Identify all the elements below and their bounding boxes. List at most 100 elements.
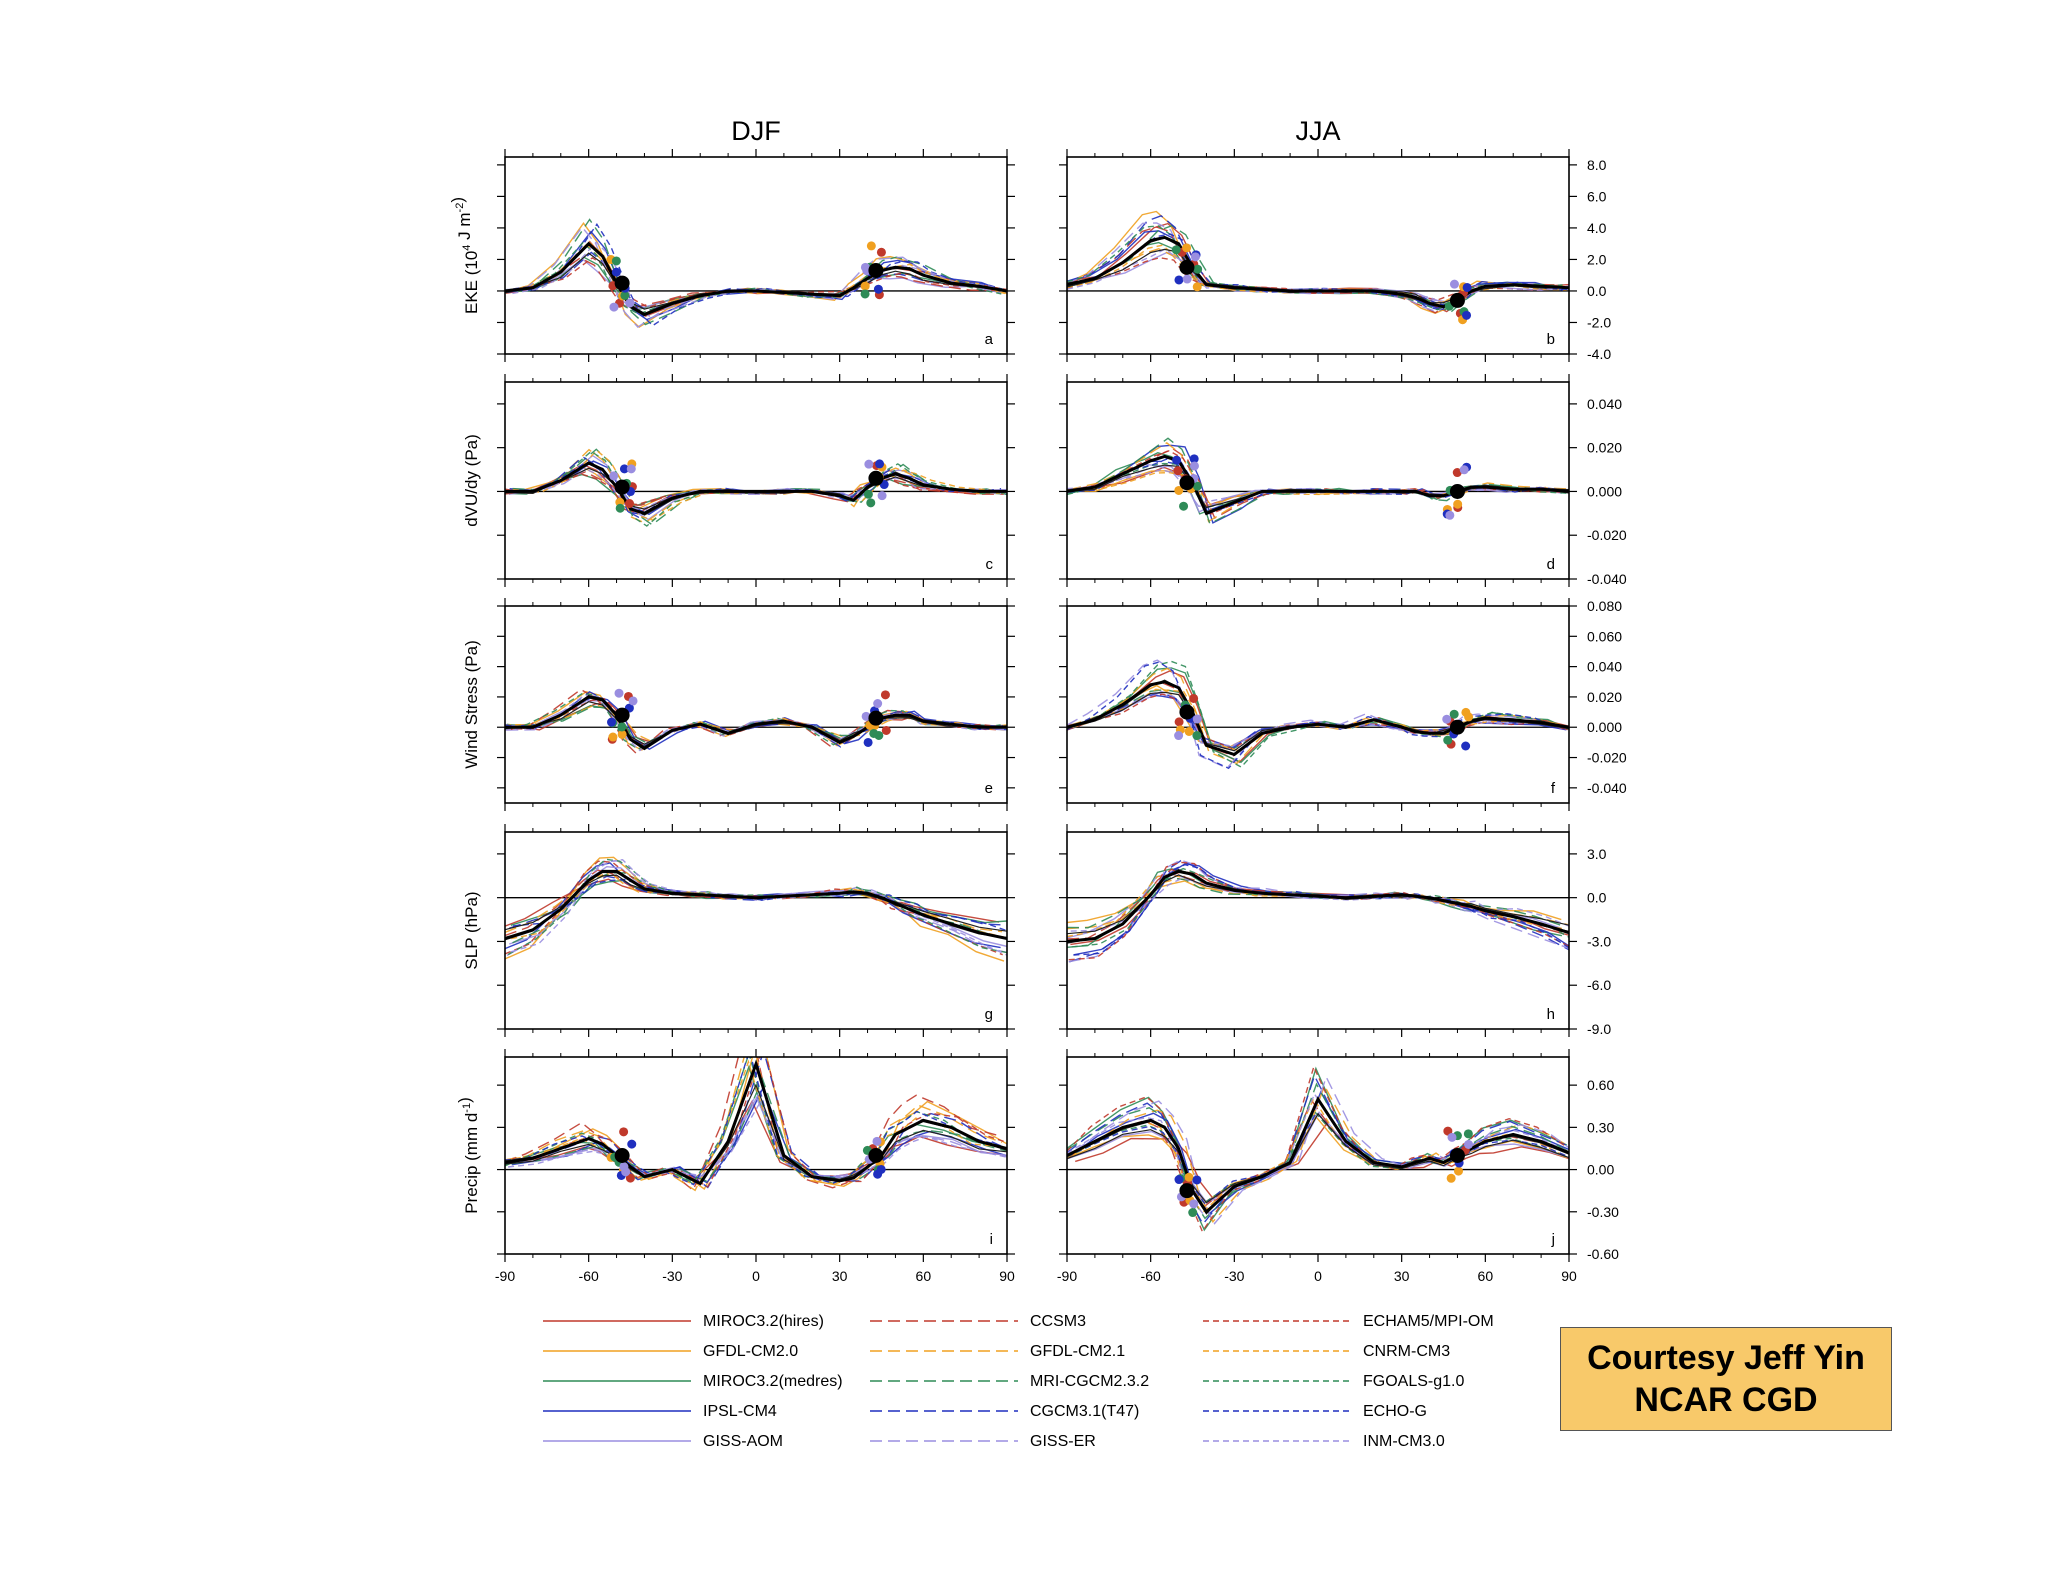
jet-dot — [1172, 455, 1182, 465]
y-tick-label: -0.30 — [1587, 1204, 1619, 1220]
ensemble-mean-line — [505, 1059, 1007, 1186]
y-tick-label: -2.0 — [1587, 314, 1611, 330]
jet-dot-mean — [1449, 483, 1465, 499]
jet-dot — [627, 1139, 637, 1149]
x-tick-label: 60 — [916, 1268, 932, 1284]
legend-label: MIROC3.2(medres) — [703, 1373, 843, 1390]
panel-g: g — [497, 824, 1015, 1037]
jet-dot-mean — [1179, 1183, 1195, 1199]
jet-dot — [1463, 1129, 1473, 1139]
jet-dot — [1174, 275, 1184, 285]
model-line-miroc3-2-medres- — [1067, 241, 1564, 307]
y-label-sup: -1 — [461, 1103, 473, 1113]
jet-dot — [615, 503, 625, 513]
jet-dot — [1192, 714, 1202, 724]
jet-dot — [1184, 1172, 1194, 1182]
model-line-gfdl-cm2-0 — [1067, 880, 1562, 924]
legend-label: IPSL-CM4 — [703, 1403, 777, 1420]
y-tick-label: 3.0 — [1587, 846, 1607, 862]
y-tick-label: 0.60 — [1587, 1077, 1614, 1093]
model-line-echam5-mpi-om — [1067, 1064, 1566, 1233]
panel-letter: c — [986, 556, 994, 573]
reference-line — [1067, 1112, 1569, 1204]
panel-letter: a — [985, 331, 994, 348]
panel-frame — [504, 831, 1008, 1030]
jet-dot — [866, 241, 876, 251]
model-line-ccsm3 — [1067, 226, 1561, 314]
model-line-cnrm-cm3 — [1071, 471, 1569, 506]
jet-dot — [1182, 243, 1192, 253]
jet-dot — [861, 711, 871, 721]
jet-dot — [1174, 485, 1184, 495]
model-line-miroc3-2-hires- — [1070, 222, 1569, 313]
model-line-giss-er — [505, 1093, 1007, 1178]
model-line-ipsl-cm4 — [505, 862, 1001, 950]
x-tick-label: 90 — [999, 1268, 1015, 1284]
jet-dot-mean — [1179, 704, 1195, 720]
x-tick-label: 0 — [752, 1268, 760, 1284]
jet-dot — [1192, 731, 1202, 741]
panel-i: i — [497, 1049, 1015, 1262]
model-line-inm-cm3-0 — [1067, 1092, 1566, 1215]
jet-dot — [1190, 252, 1200, 262]
y-tick-label: -0.020 — [1587, 527, 1627, 543]
jet-dot-mean — [868, 262, 884, 278]
panel-frame — [1066, 831, 1570, 1030]
model-line-cgcm3-1-t47- — [1067, 1073, 1566, 1226]
jet-dot — [1171, 245, 1181, 255]
model-lines — [1067, 859, 1569, 963]
jet-dot — [860, 289, 870, 299]
model-line-echam5-mpi-om — [512, 1057, 1007, 1188]
model-line-gfdl-cm2-1 — [505, 1057, 1003, 1192]
y-label-part: ) — [455, 1097, 474, 1103]
model-lines — [505, 856, 1007, 962]
model-line-fgoals-g1-0 — [505, 241, 1002, 315]
legend-label: CCSM3 — [1030, 1313, 1086, 1330]
y-tick-label: 0.020 — [1587, 440, 1622, 456]
model-line-miroc3-2-medres- — [505, 1064, 1001, 1185]
legend-label: ECHO-G — [1363, 1403, 1427, 1420]
model-lines — [1067, 437, 1569, 525]
model-line-mri-cgcm2-3-2 — [1073, 224, 1569, 314]
jet-dot — [1462, 282, 1472, 292]
y-tick-label: 6.0 — [1587, 188, 1607, 204]
model-line-giss-er — [1068, 859, 1569, 963]
ensemble-mean-line — [1067, 454, 1569, 516]
model-line-cgcm3-1-t47- — [1067, 460, 1568, 513]
jet-dot — [619, 1162, 629, 1172]
y-label-part: J m — [455, 212, 474, 244]
legend-label: FGOALS-g1.0 — [1363, 1373, 1464, 1390]
jet-dot — [1173, 466, 1183, 476]
y-tick-label: 0.00 — [1587, 1162, 1614, 1178]
jet-dot — [614, 688, 624, 698]
model-line-gfdl-cm2-0 — [1067, 1115, 1568, 1204]
jet-dot — [866, 498, 876, 508]
model-line-gfdl-cm2-1 — [1069, 442, 1569, 523]
y-tick-label: 0.000 — [1587, 719, 1622, 735]
model-line-giss-er — [505, 225, 1001, 329]
jet-dot — [619, 1127, 629, 1137]
jet-dot — [628, 696, 638, 706]
jet-dot-mean — [1179, 259, 1195, 275]
reference-line — [1067, 248, 1569, 304]
y-label-part: EKE (10 — [462, 251, 481, 314]
jet-dot — [1188, 1208, 1198, 1218]
x-tick-label: 90 — [1561, 1268, 1577, 1284]
model-line-cgcm3-1-t47- — [509, 875, 1007, 929]
y-axis-label: SLP (hPa) — [462, 891, 481, 969]
y-tick-label: 8.0 — [1587, 157, 1607, 173]
column-title-djf: DJF — [731, 116, 781, 146]
jet-dot — [1192, 1175, 1202, 1185]
panel-j: j — [1059, 1049, 1577, 1262]
jet-dot — [876, 247, 886, 257]
jet-dot-mean — [614, 1148, 630, 1163]
panel-a: a — [497, 149, 1015, 362]
model-line-gfdl-cm2-0 — [508, 1057, 1007, 1191]
panel-letter: h — [1547, 1006, 1555, 1023]
ensemble-mean-line — [1067, 235, 1569, 309]
model-line-ccsm3 — [505, 257, 999, 308]
panel-letter: g — [985, 1006, 993, 1023]
model-line-giss-aom — [1069, 251, 1569, 303]
x-tick-label: -90 — [1057, 1268, 1077, 1284]
y-tick-label: 0.040 — [1587, 396, 1622, 412]
